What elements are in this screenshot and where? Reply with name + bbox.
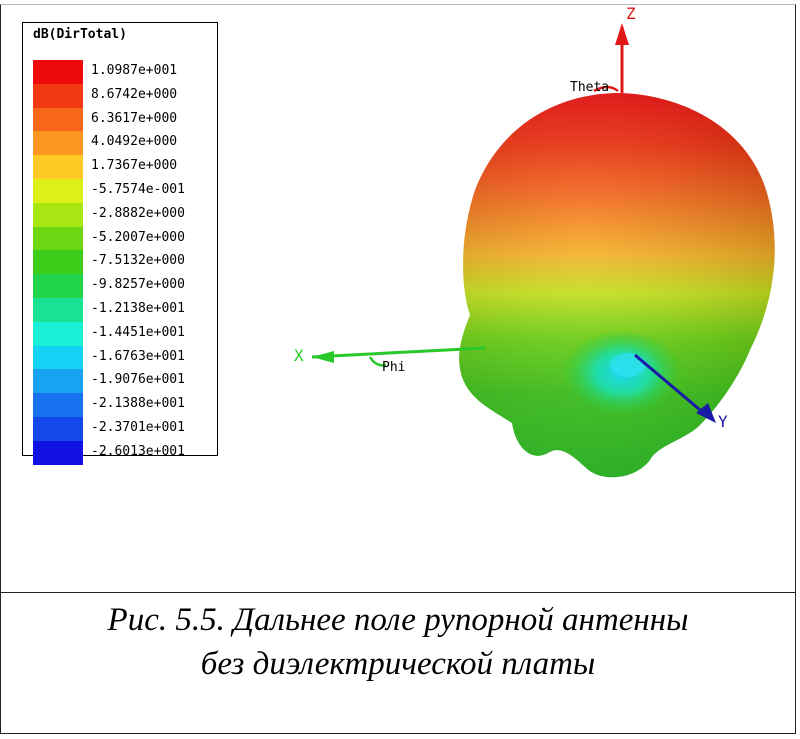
legend-value-label: -1.2138e+001 [91, 301, 185, 316]
legend-value-label: -1.4451e+001 [91, 324, 185, 340]
caption-line-2: без диэлектрической платы [200, 646, 596, 682]
caption-line-1: Рис. 5.5. Дальнее поле рупорной антенны [107, 602, 689, 638]
legend-value-label: 1.7367e+000 [91, 158, 178, 174]
figure-frame [0, 4, 796, 734]
y-axis-label: Y [718, 412, 728, 431]
legend-entry: -2.1388e+001 [33, 393, 213, 418]
pattern-null-core [610, 353, 646, 377]
legend-value-label: -2.1388e+001 [91, 396, 185, 412]
legend-entry: -1.4451e+001 [33, 321, 213, 346]
color-legend: dB(DirTotal) 1.0987e+001 8.6742e+000 6.361… [22, 22, 218, 465]
legend-entry: -5.7574e-001 [33, 179, 213, 203]
legend-value-label: 4.0492e+000 [91, 134, 178, 150]
legend-value-label: -2.6013e+001 [91, 443, 185, 459]
radiation-pattern-plot: Z Theta X Phi Y [294, 5, 775, 478]
legend-value-label: 6.3617e+000 [91, 110, 178, 126]
legend-swatch [33, 155, 83, 180]
legend-value-label: -2.8882e+000 [91, 205, 185, 221]
legend-swatch [33, 131, 83, 156]
legend-entry: -1.6763e+001 [33, 345, 213, 370]
legend-entry: -2.6013e+001 [33, 440, 213, 465]
legend-swatch [33, 321, 83, 346]
phi-label: Phi [382, 360, 405, 375]
legend-value-label: -5.2007e+000 [91, 229, 185, 245]
z-axis-label: Z [626, 5, 636, 23]
theta-arc [593, 85, 619, 93]
legend-value-label: 8.6742e+000 [91, 86, 178, 102]
legend-swatch [33, 274, 83, 299]
legend-entry: 1.7367e+000 [33, 155, 213, 180]
legend-value-label: 1.0987e+001 [91, 63, 178, 78]
legend-swatch [33, 60, 83, 84]
legend-entry: -7.5132e+000 [33, 250, 213, 275]
legend-swatch [33, 250, 83, 275]
legend-entry: -9.8257e+000 [33, 274, 213, 299]
legend-swatch [33, 179, 83, 203]
legend-entry: -1.9076e+001 [33, 369, 213, 394]
legend-entry: 1.0987e+001 [33, 60, 213, 84]
theta-label: Theta [570, 80, 609, 95]
legend-value-label: -1.9076e+001 [91, 372, 185, 388]
legend-entry: -2.3701e+001 [33, 417, 213, 441]
legend-entry: 8.6742e+000 [33, 83, 213, 108]
legend-value-label: -7.5132e+000 [91, 253, 185, 269]
legend-swatch [33, 226, 83, 251]
pattern-null-region [560, 332, 684, 422]
z-axis-arrow [615, 23, 629, 45]
legend-entry: -2.8882e+000 [33, 202, 213, 227]
legend-swatch [33, 202, 83, 227]
figure-caption: Рис. 5.5. Дальнее поле рупорной антенны … [0, 598, 796, 686]
legend-entry: 6.3617e+000 [33, 107, 213, 132]
legend-swatch [33, 440, 83, 465]
legend-swatch [33, 393, 83, 418]
legend-entry: 4.0492e+000 [33, 131, 213, 156]
legend-swatch [33, 369, 83, 394]
legend-entry: -5.2007e+000 [33, 226, 213, 251]
phi-arc [368, 356, 387, 367]
legend-value-label: -5.7574e-001 [91, 182, 185, 197]
y-axis-arrow [696, 403, 716, 423]
legend-value-label: -2.3701e+001 [91, 420, 185, 435]
legend-swatch [33, 107, 83, 132]
legend-swatch [33, 83, 83, 108]
x-axis [311, 346, 486, 359]
legend-swatch [33, 298, 83, 322]
legend-swatch [33, 345, 83, 370]
legend-swatch [33, 417, 83, 441]
x-axis-label: X [294, 346, 304, 365]
lobe-shading [459, 93, 775, 478]
caption-divider [0, 592, 796, 593]
legend-value-label: -9.8257e+000 [91, 277, 185, 293]
legend-entry: -1.2138e+001 [33, 298, 213, 322]
x-axis-arrow [312, 351, 334, 363]
y-axis [634, 353, 707, 417]
legend-value-label: -1.6763e+001 [91, 348, 185, 364]
legend-title: dB(DirTotal) [33, 27, 127, 42]
